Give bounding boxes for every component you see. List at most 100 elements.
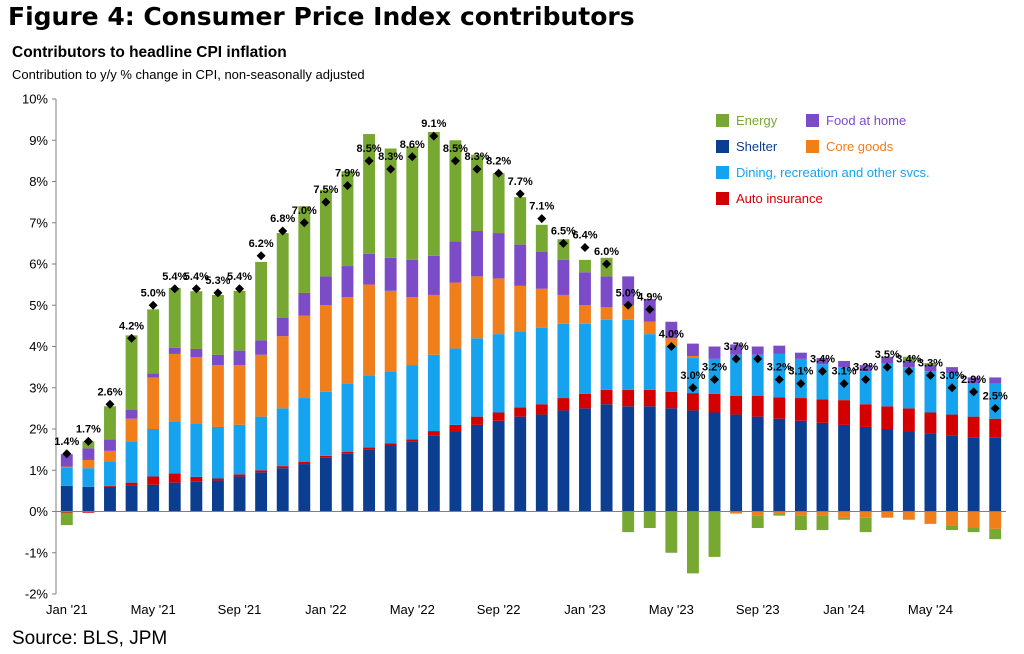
headline-cpi-label: 3.7% (724, 341, 749, 353)
bar-segment-food-at-home (751, 346, 764, 355)
bar-segment-shelter (211, 480, 224, 512)
bar-segment-energy (363, 134, 376, 254)
bar-segment-food-at-home (794, 352, 807, 359)
bar-segment-auto-insurance (665, 391, 678, 409)
bar-segment-core-goods (773, 511, 786, 514)
bar-segment-auto-insurance (276, 466, 289, 469)
headline-cpi-marker (299, 218, 309, 228)
bar-segment-dining-recreation-and-other-svcs- (471, 338, 483, 417)
headline-cpi-label: 8.5% (357, 143, 382, 155)
bar-segment-food-at-home (492, 233, 505, 279)
headline-cpi-label: 4.0% (659, 329, 684, 341)
bar-segment-energy (686, 511, 699, 574)
headline-cpi-label: 8.6% (400, 139, 425, 151)
headline-cpi-marker (148, 300, 158, 310)
headline-cpi-label: 8.5% (443, 143, 468, 155)
bar-segment-core-goods (600, 307, 613, 320)
bar-segment-shelter (773, 418, 786, 512)
bar-segment-energy (794, 515, 807, 531)
bar-segment-energy (255, 261, 268, 341)
bar-segment-auto-insurance (881, 406, 894, 429)
headline-cpi-marker (105, 399, 115, 409)
bar-segment-energy (492, 173, 505, 234)
headline-cpi-label: 2.9% (961, 374, 986, 386)
bar-segment-shelter (298, 464, 311, 512)
bar-segment-energy (535, 224, 548, 252)
headline-cpi-label: 5.3% (205, 275, 230, 287)
bar-segment-auto-insurance (471, 416, 483, 425)
bar-segment-dining-recreation-and-other-svcs- (104, 461, 116, 486)
headline-cpi-label: 3.4% (896, 353, 921, 365)
bar-segment-core-goods (730, 511, 743, 514)
bar-segment-energy (406, 146, 419, 260)
bar-segment-energy (104, 406, 116, 440)
x-tick-label: Jan '23 (564, 602, 606, 617)
headline-cpi-marker (386, 164, 396, 174)
headline-cpi-marker (472, 164, 482, 174)
bar-segment-auto-insurance (946, 414, 958, 436)
bar-segment-core-goods (82, 459, 95, 469)
headline-cpi-label: 7.7% (508, 176, 533, 188)
bar-segment-core-goods (233, 365, 246, 425)
bar-segment-dining-recreation-and-other-svcs- (60, 467, 73, 486)
bar-segment-core-goods (622, 305, 635, 320)
bar-segment-auto-insurance (816, 399, 829, 423)
bar-segment-energy (967, 528, 980, 533)
headline-cpi-marker (925, 370, 935, 380)
headline-cpi-marker (213, 288, 223, 298)
bar-segment-food-at-home (708, 346, 721, 359)
headline-cpi-marker (796, 379, 806, 389)
bar-segment-shelter (319, 457, 332, 512)
bar-segment-shelter (471, 424, 483, 512)
bar-segment-food-at-home (622, 276, 635, 306)
headline-cpi-marker (710, 375, 720, 384)
chart-subtitle: Contribution to y/y % change in CPI, non… (12, 67, 365, 82)
bar-segment-dining-recreation-and-other-svcs- (859, 371, 872, 405)
headline-cpi-marker (904, 366, 914, 376)
headline-cpi-label: 3.5% (875, 349, 900, 361)
headline-cpi-label: 5.0% (616, 287, 641, 299)
y-tick-label: 10% (22, 92, 48, 107)
bar-segment-food-at-home (298, 292, 311, 316)
bar-segment-auto-insurance (535, 404, 548, 415)
bar-segment-shelter (730, 414, 743, 512)
headline-cpi-marker (839, 379, 849, 389)
bar-segment-shelter (579, 408, 591, 512)
headline-cpi-label: 6.5% (551, 225, 576, 237)
headline-cpi-label: 6.8% (270, 213, 295, 225)
bar-segment-dining-recreation-and-other-svcs- (535, 327, 548, 405)
bar-segment-auto-insurance (686, 393, 699, 411)
bar-segment-dining-recreation-and-other-svcs- (579, 323, 591, 394)
headline-cpi-label: 9.1% (421, 118, 446, 130)
headline-cpi-label: 3.0% (680, 370, 705, 382)
headline-cpi-marker (256, 251, 266, 261)
bar-segment-core-goods (794, 511, 807, 516)
bar-segment-core-goods (514, 285, 527, 332)
bar-segment-core-goods (276, 336, 289, 409)
headline-cpi-label: 3.1% (788, 366, 813, 378)
bar-segment-core-goods (255, 354, 268, 417)
x-tick-label: Sep '21 (218, 602, 262, 617)
bar-segment-core-goods (643, 321, 656, 335)
bar-segment-core-goods (449, 282, 462, 349)
bar-segment-energy (924, 363, 937, 366)
headline-cpi-label: 3.2% (702, 362, 727, 374)
bar-segment-dining-recreation-and-other-svcs- (341, 383, 354, 452)
bar-segment-food-at-home (967, 377, 980, 384)
y-tick-label: 8% (29, 174, 48, 189)
y-tick-label: 1% (29, 463, 48, 478)
bar-segment-dining-recreation-and-other-svcs- (406, 365, 419, 440)
bar-segment-dining-recreation-and-other-svcs- (427, 354, 440, 432)
bar-segment-food-at-home (946, 367, 958, 374)
bar-segment-shelter (881, 429, 894, 512)
bar-segment-food-at-home (168, 347, 181, 354)
y-tick-label: 3% (29, 380, 48, 395)
bar-segment-core-goods (298, 315, 311, 399)
bar-segment-auto-insurance (82, 511, 95, 513)
bar-segment-core-goods (125, 418, 138, 442)
headline-cpi-label: 3.0% (939, 370, 964, 382)
bar-segment-energy (233, 290, 246, 351)
bar-segment-auto-insurance (406, 439, 419, 442)
bar-segment-auto-insurance (255, 470, 268, 473)
bar-segment-auto-insurance (708, 393, 721, 413)
